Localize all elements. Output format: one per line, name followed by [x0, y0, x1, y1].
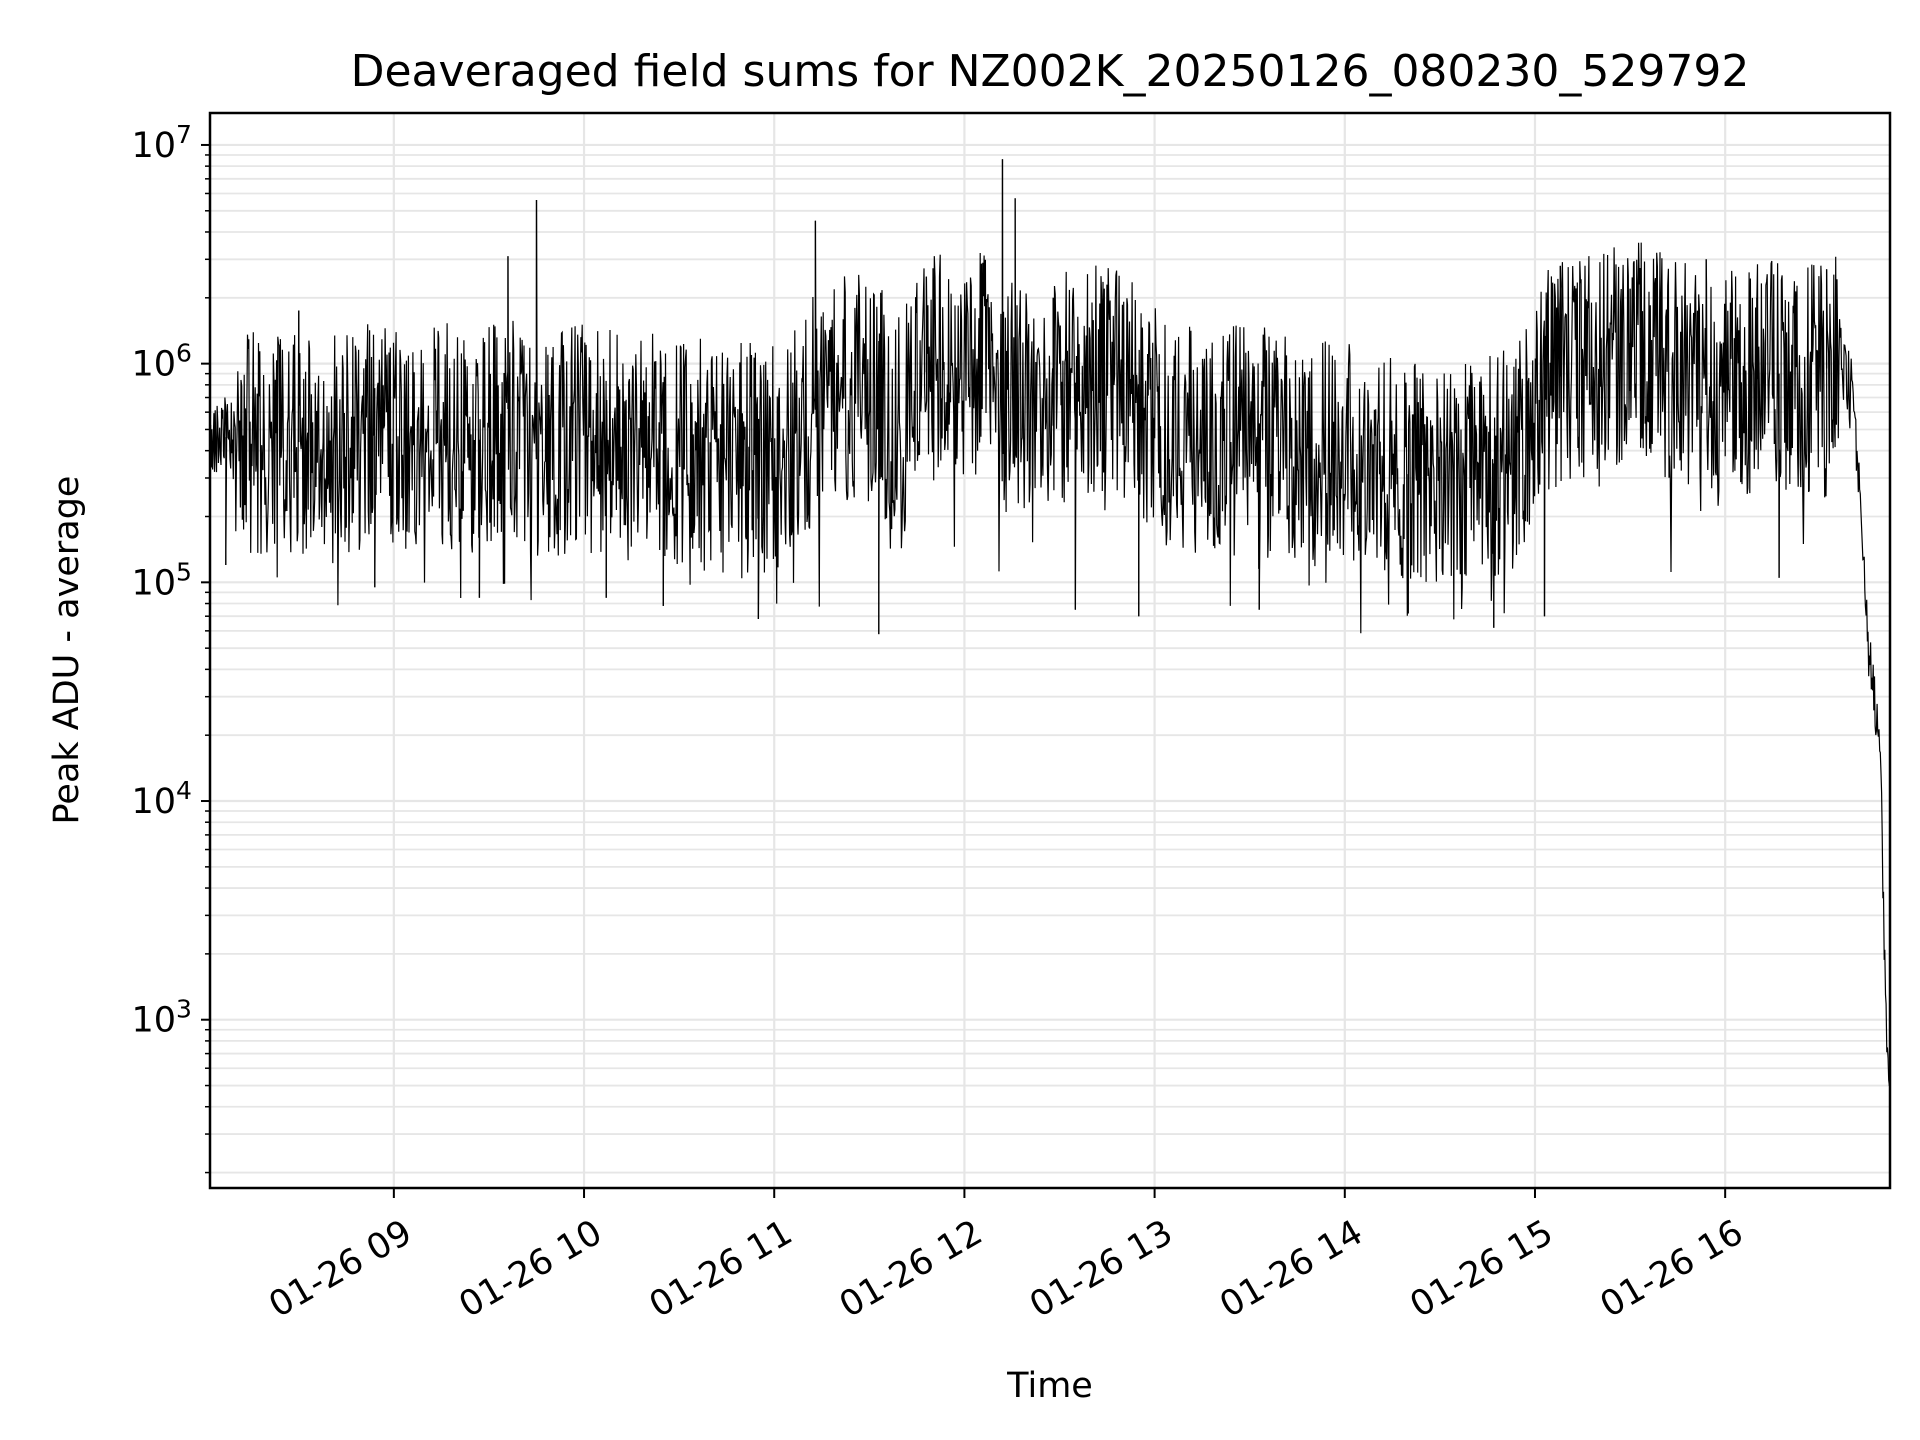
y-tick-label: 10 — [131, 563, 176, 603]
plot-frame — [208, 111, 1892, 1190]
y-tick-exponent: 6 — [176, 339, 192, 368]
y-tick-label: 10 — [131, 782, 176, 822]
x-axis-label: Time — [1006, 1366, 1093, 1406]
y-axis-label: Peak ADU - average — [47, 476, 87, 825]
y-tick-label: 10 — [131, 126, 176, 166]
data-layer — [209, 159, 1891, 1086]
chart-title: Deaveraged field sums for NZ002K_2025012… — [351, 46, 1750, 97]
y-tick-label: 10 — [131, 345, 176, 385]
y-tick-exponent: 7 — [176, 120, 192, 149]
y-tick-exponent: 4 — [176, 776, 192, 805]
y-tick-exponent: 3 — [176, 995, 192, 1024]
y-tick-exponent: 5 — [176, 557, 192, 586]
series-line — [209, 159, 1891, 1086]
y-tick-label: 10 — [131, 1001, 176, 1041]
